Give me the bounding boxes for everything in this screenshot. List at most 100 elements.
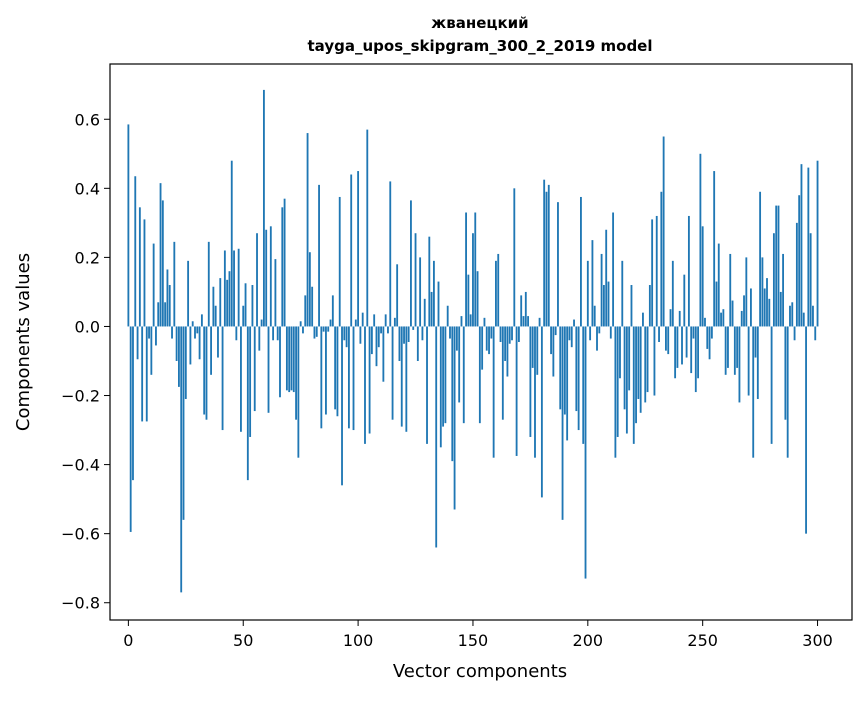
bar-component-261	[727, 326, 729, 368]
bar-component-0	[127, 124, 130, 327]
bar-component-156	[485, 326, 488, 351]
bar-component-209	[607, 281, 610, 327]
bar-component-140	[449, 326, 451, 339]
bar-component-76	[302, 326, 304, 334]
bar-component-168	[513, 188, 516, 327]
bar-component-119	[400, 326, 403, 427]
bar-component-205	[598, 326, 601, 334]
bar-component-162	[499, 326, 502, 342]
bar-component-158	[490, 326, 493, 339]
bar-component-183	[547, 184, 550, 327]
bar-component-112	[384, 314, 387, 327]
bar-component-198	[582, 326, 585, 444]
bar-component-170	[517, 326, 520, 342]
plot-frame	[109, 63, 853, 621]
bar-component-14	[159, 183, 162, 327]
bar-component-72	[292, 326, 295, 393]
y-tick-label: −0.8	[61, 594, 100, 613]
bar-component-59	[262, 89, 265, 327]
bar-component-67	[281, 207, 284, 327]
bar-component-272	[752, 326, 755, 458]
bar-component-151	[474, 212, 477, 327]
x-axis-ticks: 0 50 100 150 200 250 300	[123, 620, 833, 650]
y-tick-label: −0.2	[61, 387, 100, 406]
bar-component-284	[779, 291, 782, 327]
bar-component-34	[205, 326, 208, 420]
bar-component-269	[745, 257, 748, 327]
y-axis-ticks: 0.6 0.4 0.2 0.0 −0.2 −0.4 −0.6 −0.8	[61, 110, 110, 613]
bar-component-86	[325, 326, 327, 415]
bar-component-98	[352, 326, 355, 431]
bar-component-122	[407, 326, 410, 342]
bar-component-21	[175, 326, 178, 361]
bar-component-28	[191, 321, 194, 327]
bar-component-148	[467, 274, 470, 327]
bar-component-188	[559, 326, 562, 410]
bar-component-181	[543, 179, 546, 327]
bar-component-27	[189, 326, 192, 365]
bar-component-292	[798, 195, 801, 327]
x-tick-label: 50	[233, 631, 253, 650]
bar-component-289	[791, 302, 794, 327]
bar-component-108	[375, 326, 378, 367]
bar-component-10	[150, 326, 153, 375]
bar-component-12	[155, 326, 157, 346]
bar-component-237	[671, 260, 674, 327]
bar-component-299	[814, 326, 817, 341]
bar-component-276	[761, 257, 764, 327]
bar-component-110	[380, 326, 382, 334]
bar-component-42	[223, 250, 226, 327]
y-tick-label: 0.6	[75, 110, 100, 129]
bar-component-233	[662, 136, 665, 327]
bar-component-186	[554, 326, 557, 336]
bar-component-275	[759, 191, 762, 327]
bar-component-26	[187, 260, 190, 327]
bar-component-97	[350, 174, 353, 327]
bar-component-57	[258, 326, 261, 351]
bar-component-286	[784, 326, 787, 420]
bar-component-48	[237, 248, 240, 327]
bar-component-197	[580, 196, 582, 327]
bar-component-96	[347, 326, 350, 429]
bar-component-129	[423, 298, 426, 327]
bar-component-109	[377, 326, 380, 348]
bar-component-174	[527, 316, 530, 327]
bar-component-9	[148, 326, 150, 339]
bar-component-18	[168, 285, 171, 327]
bar-component-298	[812, 305, 814, 327]
bar-component-52	[246, 326, 249, 481]
bar-component-79	[308, 252, 311, 327]
bar-component-247	[694, 326, 697, 393]
bar-component-1	[129, 326, 132, 532]
bar-component-238	[674, 326, 677, 379]
bar-component-38	[214, 305, 217, 327]
bar-component-236	[669, 309, 672, 327]
bar-component-176	[531, 326, 534, 368]
bar-component-126	[416, 326, 419, 361]
bar-component-279	[768, 298, 771, 327]
bar-component-136	[439, 326, 442, 448]
bar-component-240	[678, 310, 681, 327]
bar-component-194	[573, 319, 575, 327]
bar-component-221	[635, 326, 637, 424]
bar-component-280	[770, 326, 773, 444]
bar-component-54	[251, 285, 254, 327]
bar-component-77	[304, 295, 307, 327]
bar-component-121	[405, 326, 408, 432]
bar-component-139	[446, 305, 449, 327]
bar-component-155	[483, 317, 486, 327]
x-tick-label: 0	[123, 631, 133, 650]
bars-group	[127, 89, 819, 593]
bar-component-274	[756, 326, 759, 399]
x-tick-label: 100	[343, 631, 374, 650]
bar-component-123	[410, 200, 412, 327]
bar-component-13	[157, 302, 160, 327]
bar-component-20	[173, 241, 176, 327]
bar-component-41	[221, 326, 224, 431]
y-tick-label: −0.6	[61, 525, 100, 544]
bar-component-107	[373, 314, 376, 327]
bar-component-36	[210, 326, 212, 375]
chart-title: жванецкий	[431, 14, 528, 32]
bar-component-252	[706, 326, 709, 349]
